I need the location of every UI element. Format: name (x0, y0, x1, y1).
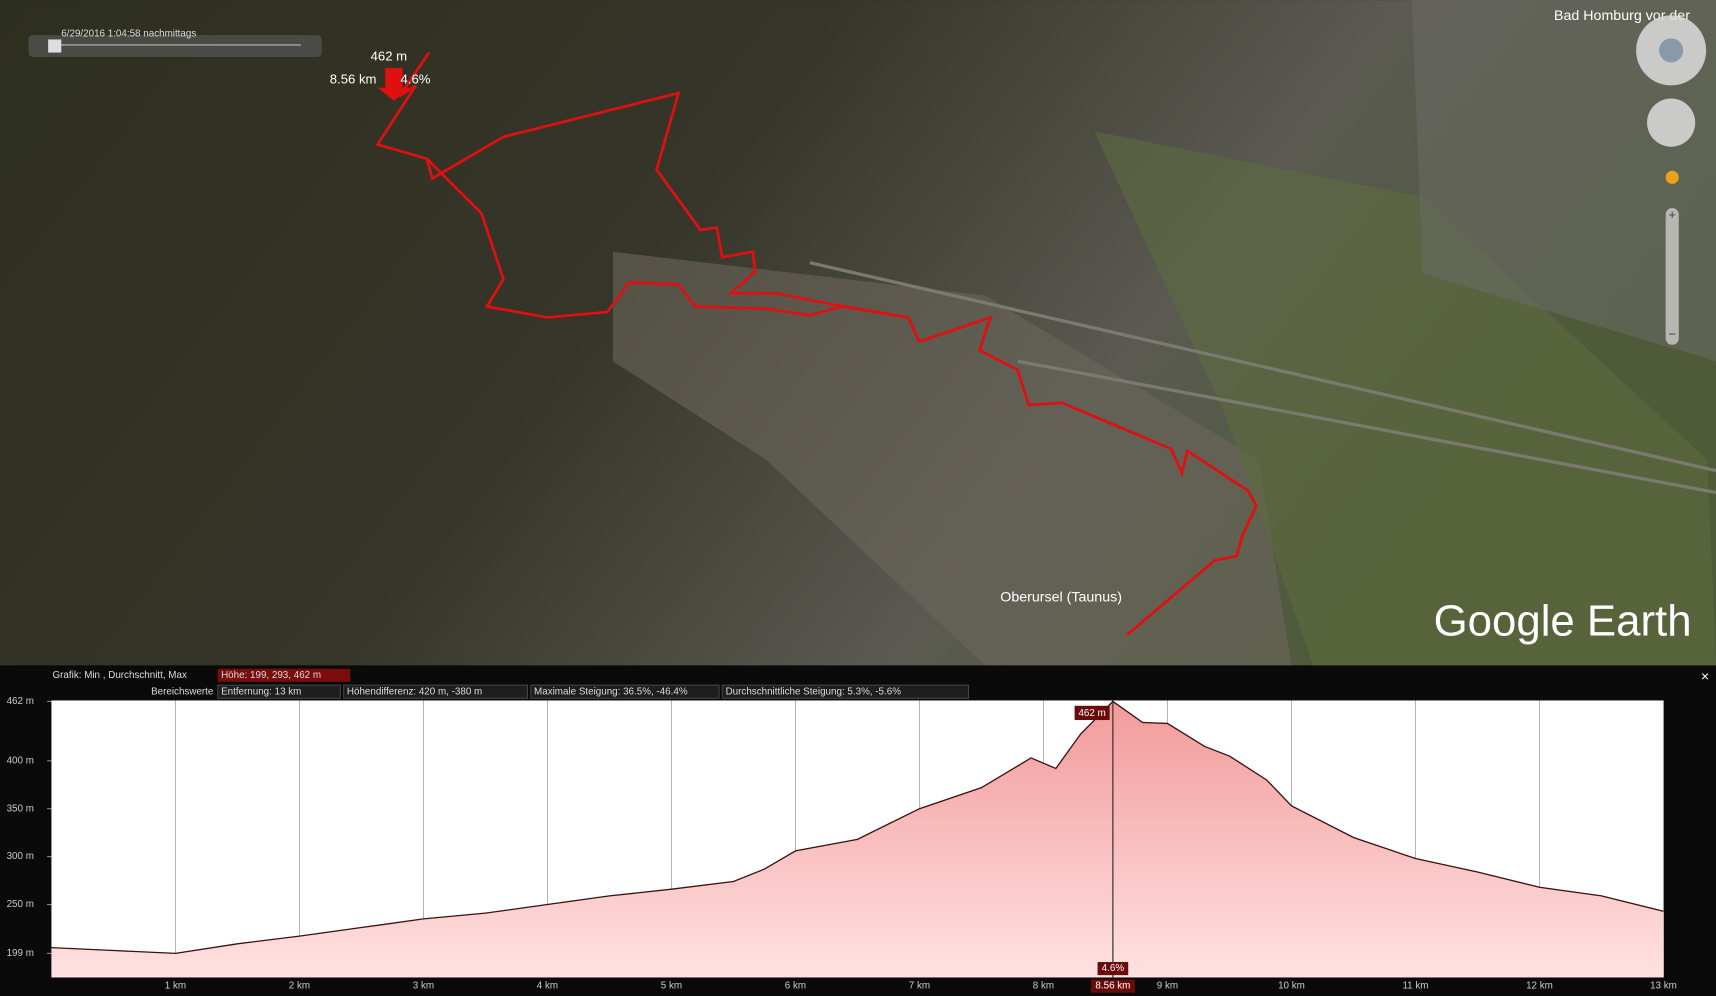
max-slope-stat: Maximale Steigung: 36.5%, -46.4% (534, 686, 688, 697)
x-tick-label: 3 km (413, 981, 434, 992)
stat-box (530, 684, 720, 699)
x-tick-label: 7 km (909, 981, 930, 992)
height-stats: Höhe: 199, 293, 462 m (221, 670, 321, 681)
zoom-slider[interactable] (1665, 207, 1679, 345)
time-slider-handle[interactable] (48, 39, 62, 53)
elevation-line (51, 700, 1664, 955)
y-tick-label: 400 m (7, 755, 34, 766)
y-tick-label: 250 m (7, 899, 34, 910)
marker-slope: 4.6% (401, 71, 431, 86)
time-slider[interactable] (28, 35, 322, 57)
marker-elevation: 462 m (371, 48, 408, 63)
graph-label: Grafik: Min , Durchschnitt, Max (53, 670, 187, 681)
zoom-in[interactable]: + (1668, 207, 1676, 222)
x-tick-label: 10 km (1278, 981, 1305, 992)
x-tick-label: 2 km (289, 981, 310, 992)
x-tick-label: 11 km (1402, 981, 1428, 992)
distance-stat: Entfernung: 13 km (221, 686, 301, 697)
look-control-center (1659, 38, 1684, 63)
height-diff-stat: Höhendifferenz: 420 m, -380 m (347, 686, 482, 697)
cursor-slope-label: 4.6% (1102, 963, 1125, 974)
town-area (1411, 0, 1716, 362)
x-tick-label: 8 km (1033, 981, 1054, 992)
route (375, 51, 1258, 636)
x-tick-label: 12 km (1526, 981, 1553, 992)
x-tick-label: 13 km (1650, 981, 1677, 992)
cursor-elevation-label: 462 m (1078, 708, 1105, 719)
close-button[interactable]: × (1701, 669, 1709, 685)
timestamp: 6/29/2016 1:04:58 nachmittags (61, 29, 196, 40)
position-marker (377, 67, 411, 101)
cursor-label-box (1097, 962, 1129, 976)
stat-box (217, 668, 351, 682)
y-tick-label: 462 m (7, 696, 34, 707)
x-tick-label: 4 km (537, 981, 558, 992)
stat-box (217, 684, 341, 699)
x-tick-label: 9 km (1157, 981, 1178, 992)
place-label: Oberursel (Taunus) (1000, 589, 1122, 605)
route (425, 157, 909, 319)
street-view-icon[interactable] (1665, 170, 1679, 184)
cursor-distance-label: 8.56 km (1095, 981, 1130, 992)
highway (809, 261, 1716, 495)
y-tick-label: 199 m (7, 948, 34, 959)
zoom-out[interactable]: − (1668, 326, 1676, 341)
brand-logo: Google Earth (1434, 596, 1692, 645)
x-tick-label: 5 km (661, 981, 682, 992)
marker-distance: 8.56 km (330, 71, 377, 86)
stat-box (721, 684, 970, 699)
avg-slope-stat: Durchschnittliche Steigung: 5.3%, -5.6% (726, 686, 902, 697)
y-tick-label: 350 m (7, 803, 34, 814)
stat-box (343, 684, 529, 699)
map-view[interactable]: 6/29/2016 1:04:58 nachmittags 462 m 8.56… (0, 0, 1716, 666)
y-tick-label: 300 m (7, 851, 34, 862)
elevation-area (51, 701, 1664, 978)
move-control[interactable] (1647, 98, 1696, 147)
cursor-label-box (1091, 979, 1135, 993)
cursor-label-box (1074, 705, 1110, 721)
x-tick-label: 1 km (165, 981, 186, 992)
range-label: Bereichswerte (151, 686, 214, 697)
town-area (612, 251, 1292, 666)
x-tick-label: 6 km (785, 981, 806, 992)
